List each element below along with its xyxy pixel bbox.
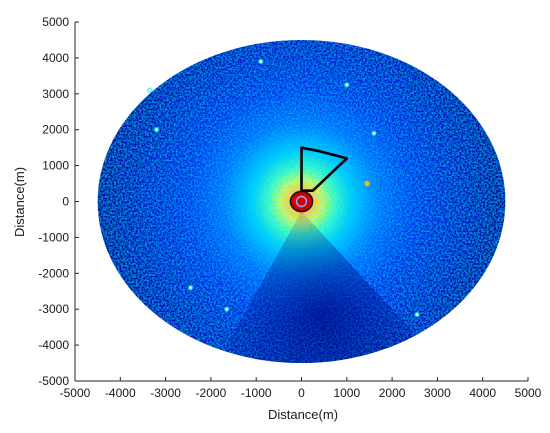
hot-spot <box>187 284 194 291</box>
hot-spot <box>257 58 264 65</box>
y-tick-label: -3000 <box>38 302 69 316</box>
x-tick-label: 2000 <box>379 386 406 400</box>
hot-spot <box>343 81 350 89</box>
y-tick-label: -5000 <box>38 374 69 388</box>
outlined-sector <box>300 146 349 192</box>
y-tick-label: 2000 <box>42 123 69 137</box>
y-tick-label: -2000 <box>38 266 69 280</box>
x-tick-label: 3000 <box>424 386 451 400</box>
y-tick-label: -4000 <box>38 338 69 352</box>
x-tick-label: -2000 <box>196 386 227 400</box>
axes: -5000 -4000 -3000 -2000 -1000 0 1000 2000 3000 40… <box>38 15 541 400</box>
hot-spot <box>413 311 421 318</box>
hot-spot <box>364 180 370 187</box>
x-tick-label: 1000 <box>333 386 360 400</box>
hot-spot <box>146 87 153 94</box>
x-tick-label: 4000 <box>469 386 496 400</box>
x-tick-label: -1000 <box>241 386 272 400</box>
x-tick-label: 5000 <box>515 386 542 400</box>
y-tick-label: 0 <box>62 195 69 209</box>
y-axis-ticks: -5000 -4000 -3000 -2000 -1000 0 1000 2000 3000 40… <box>38 15 79 388</box>
x-axis-label: Distance(m) <box>268 407 338 422</box>
hot-spot <box>153 126 160 133</box>
center-marker-ring <box>295 195 308 208</box>
y-tick-label: 4000 <box>42 51 69 65</box>
y-tick-label: 5000 <box>42 15 69 29</box>
y-tick-label: 3000 <box>42 87 69 101</box>
x-tick-label: -5000 <box>60 386 91 400</box>
center-marker-outer <box>289 190 314 213</box>
center-marker <box>289 190 314 213</box>
plot-area <box>97 39 506 364</box>
hot-spot <box>223 306 230 313</box>
x-tick-label: 0 <box>298 386 305 400</box>
x-axis-ticks: -5000 -4000 -3000 -2000 -1000 0 1000 2000 3000 40… <box>60 377 542 400</box>
low-return-shadow <box>211 211 452 364</box>
y-tick-label: 1000 <box>42 159 69 173</box>
hot-spot <box>370 130 378 137</box>
hot-spots-group <box>146 58 421 318</box>
x-tick-label: -3000 <box>150 386 181 400</box>
y-tick-label: -1000 <box>38 230 69 244</box>
x-tick-label: -4000 <box>105 386 136 400</box>
y-axis-label: Distance(m) <box>12 167 27 237</box>
